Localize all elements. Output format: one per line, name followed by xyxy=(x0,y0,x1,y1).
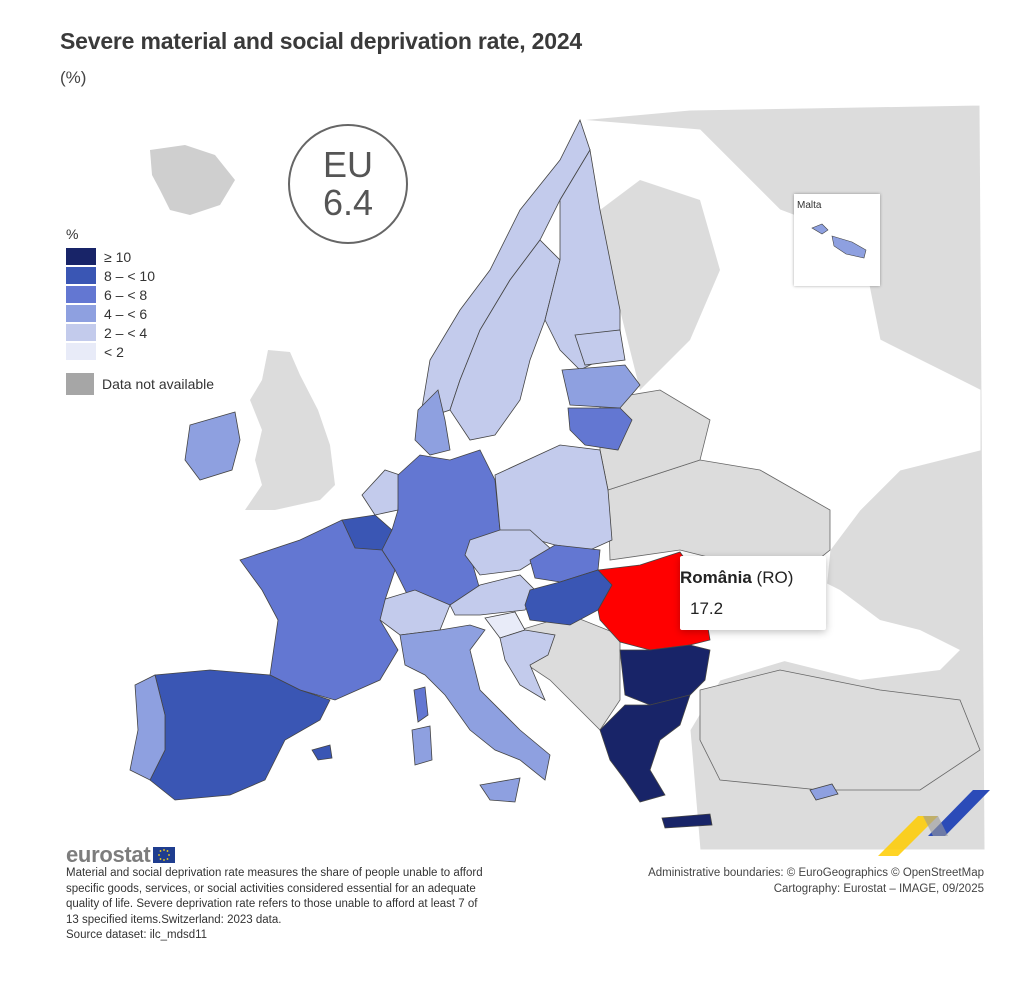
region-sicily[interactable] xyxy=(479,777,521,803)
map-title: Severe material and social deprivation r… xyxy=(60,28,583,54)
region-sardinia[interactable] xyxy=(411,725,433,766)
land-uk xyxy=(245,350,335,510)
legend-item: < 2 xyxy=(66,342,214,361)
region-tooltip: România (RO) 17.2 xyxy=(680,556,826,630)
map-legend: % ≥ 10 8 – < 10 6 – < 8 4 – < 6 2 – < 4 … xyxy=(66,226,214,395)
region-denmark[interactable] xyxy=(414,389,451,456)
legend-label: 8 – < 10 xyxy=(104,267,155,284)
region-portugal[interactable] xyxy=(129,674,166,781)
map-credits: Administrative boundaries: © EuroGeograp… xyxy=(648,866,984,897)
inset-label: Malta xyxy=(797,200,822,211)
region-corsica[interactable] xyxy=(413,686,429,723)
legend-swatch xyxy=(66,305,96,322)
legend-label: Data not available xyxy=(102,376,215,392)
legend-swatch xyxy=(66,286,96,303)
region-balearics[interactable] xyxy=(311,744,333,761)
footnote-text: Material and social deprivation rate mea… xyxy=(66,867,483,926)
corner-decoration-icon xyxy=(878,790,990,856)
legend-swatch xyxy=(66,343,96,360)
footnote: Material and social deprivation rate mea… xyxy=(66,866,486,944)
legend-label: 6 – < 8 xyxy=(104,286,148,303)
legend-item: 4 – < 6 xyxy=(66,304,214,323)
legend-unit: % xyxy=(66,226,79,242)
region-latvia[interactable] xyxy=(561,364,641,409)
eu-average-badge: EU 6.4 xyxy=(288,124,408,244)
legend-item: 2 – < 4 xyxy=(66,323,214,342)
region-italy[interactable] xyxy=(399,624,551,781)
legend-swatch xyxy=(66,373,94,395)
region-greece[interactable] xyxy=(599,694,691,803)
eurostat-logo: eurostat xyxy=(66,842,176,868)
land-russia-north xyxy=(600,180,720,390)
legend-label: 2 – < 4 xyxy=(104,324,148,341)
region-cyprus[interactable] xyxy=(809,783,839,801)
logo-text: eurostat xyxy=(66,842,151,867)
legend-swatch xyxy=(66,267,96,284)
eu-badge-label: EU xyxy=(322,144,373,185)
tooltip-region-name: România xyxy=(680,568,752,587)
legend-label: ≥ 10 xyxy=(104,248,132,265)
legend-label: < 2 xyxy=(104,343,124,360)
region-crete[interactable] xyxy=(661,813,713,829)
legend-item: ≥ 10 xyxy=(66,247,214,266)
legend-swatch xyxy=(66,248,96,265)
legend-item: 8 – < 10 xyxy=(66,266,214,285)
malta-shape xyxy=(811,223,867,259)
credits-boundaries: Administrative boundaries: © EuroGeograp… xyxy=(648,867,984,879)
tooltip-region-code: (RO) xyxy=(756,568,794,587)
region-croatia[interactable] xyxy=(499,629,556,701)
eu-badge-value: 6.4 xyxy=(322,182,374,223)
eu-flag-icon xyxy=(153,847,176,863)
map-subtitle: (%) xyxy=(60,68,87,87)
source-dataset: Source dataset: ilc_mdsd11 xyxy=(66,929,208,941)
region-bulgaria[interactable] xyxy=(619,644,711,706)
land-turkey xyxy=(699,669,981,791)
tooltip-title: România (RO) xyxy=(680,568,793,588)
region-france[interactable] xyxy=(239,519,399,701)
region-estonia[interactable] xyxy=(574,329,626,366)
credits-cartography: Cartography: Eurostat – IMAGE, 09/2025 xyxy=(773,882,984,895)
region-lithuania[interactable] xyxy=(567,407,633,451)
legend-item-not-available: Data not available xyxy=(66,373,214,395)
legend-swatch xyxy=(66,324,96,341)
legend-item: 6 – < 8 xyxy=(66,285,214,304)
land-iceland xyxy=(150,145,235,215)
malta-inset-map[interactable]: Malta xyxy=(794,194,880,286)
legend-label: 4 – < 6 xyxy=(104,305,148,322)
tooltip-value: 17.2 xyxy=(690,599,724,618)
region-ireland[interactable] xyxy=(184,411,241,481)
